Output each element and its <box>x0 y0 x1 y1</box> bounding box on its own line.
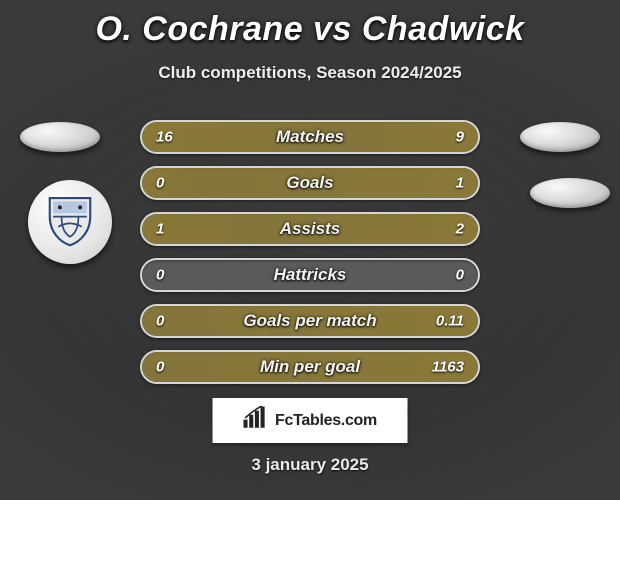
stats-bars: Matches169Goals01Assists12Hattricks00Goa… <box>140 120 480 396</box>
stat-fill-right <box>142 352 478 382</box>
stat-value-left: 0 <box>156 175 164 192</box>
stat-value-right: 9 <box>456 129 464 146</box>
stat-row: Hattricks0 0 <box>140 258 480 292</box>
chart-bars-icon <box>243 406 269 435</box>
brand-logo[interactable]: FcTables.com <box>213 398 408 443</box>
stat-value-right: 2 <box>456 221 464 238</box>
shield-icon <box>43 193 97 252</box>
stat-label: Hattricks <box>142 265 478 285</box>
stat-fill-right <box>253 214 478 244</box>
stat-fill-left <box>142 122 357 152</box>
brand-logo-text: FcTables.com <box>275 412 377 430</box>
stat-value-right: 0 <box>456 267 464 284</box>
stat-fill-left <box>142 168 202 198</box>
comparison-card: O. Cochrane vs Chadwick Club competition… <box>0 0 620 500</box>
player-right-dot-2 <box>530 178 610 208</box>
stat-value-left: 1 <box>156 221 164 238</box>
page-title: O. Cochrane vs Chadwick <box>0 0 620 49</box>
stat-row: Matches169 <box>140 120 480 154</box>
stat-value-right: 1163 <box>432 359 464 376</box>
stat-value-right: 0.11 <box>436 313 464 330</box>
stat-value-right: 1 <box>456 175 464 192</box>
club-badge <box>28 180 112 264</box>
stat-row: Goals per match00.11 <box>140 304 480 338</box>
stat-value-left: 0 <box>156 359 164 376</box>
stat-fill-right <box>142 306 478 336</box>
page-subtitle: Club competitions, Season 2024/2025 <box>0 63 620 83</box>
player-left-dot-1 <box>20 122 100 152</box>
stat-row: Assists12 <box>140 212 480 246</box>
stat-value-left: 0 <box>156 313 164 330</box>
stat-value-left: 16 <box>156 129 173 146</box>
player-right-dot-1 <box>520 122 600 152</box>
stat-row: Min per goal01163 <box>140 350 480 384</box>
date-label: 3 january 2025 <box>0 455 620 475</box>
stat-row: Goals01 <box>140 166 480 200</box>
stat-value-left: 0 <box>156 267 164 284</box>
stat-fill-right <box>202 168 478 198</box>
